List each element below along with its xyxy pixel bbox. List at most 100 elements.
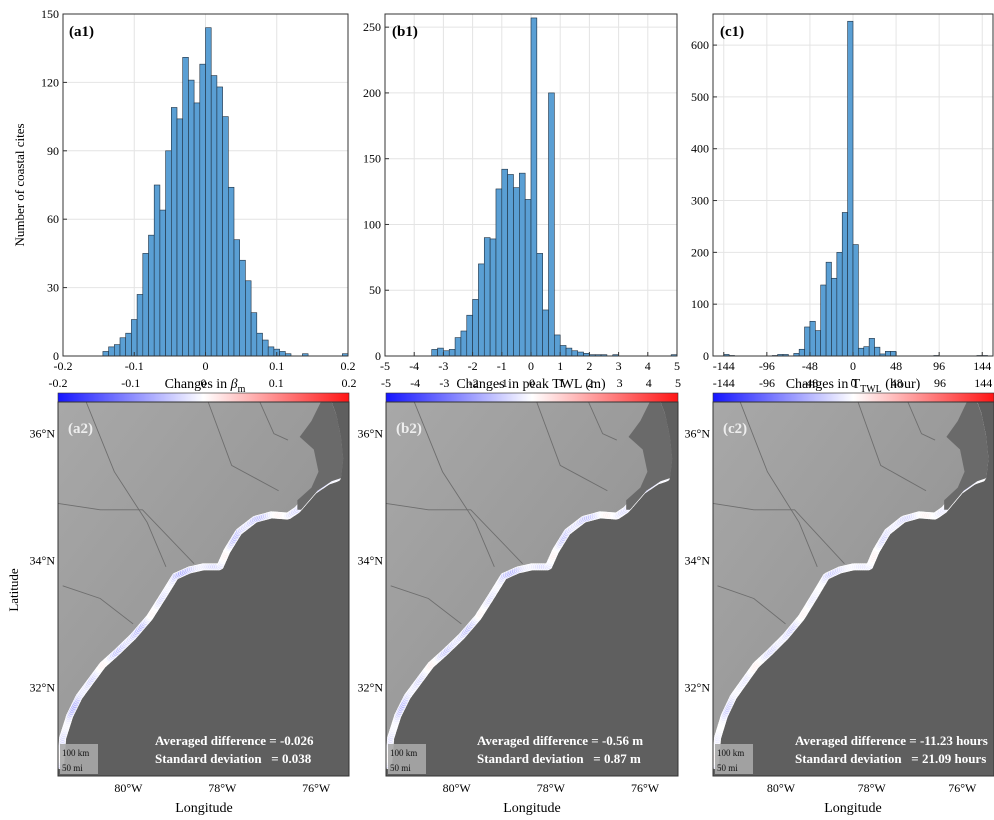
colorbar-tick-label: -96 [759, 376, 775, 390]
colorbar-tick-label: -48 [802, 376, 818, 390]
histogram-bar [188, 79, 195, 357]
y-tick-label: 200 [363, 86, 381, 100]
map-panel-a2 [58, 402, 349, 776]
x-tick-label: -2 [468, 359, 478, 373]
colorbar-tick-label: -144 [713, 376, 735, 390]
colorbar-tick-label: 3 [617, 376, 623, 390]
lon-tick-label: 76°W [631, 781, 660, 795]
histogram-bar [119, 337, 126, 357]
x-tick-label: 2 [586, 359, 592, 373]
x-tick-label: 1 [557, 359, 563, 373]
histogram-bar [216, 86, 223, 357]
histogram-bar [153, 184, 161, 357]
x-tick-label: 48 [890, 359, 902, 373]
map-boundary-line [386, 502, 523, 564]
map-frame-a [57, 401, 350, 777]
y-tick-label: 120 [41, 75, 59, 89]
y-tick-label: 30 [47, 281, 59, 295]
histogram-bar [868, 338, 875, 357]
histogram-bar [193, 102, 201, 357]
colorbar-tick-label: 0.2 [342, 376, 357, 390]
colorbar-tick-label: 2 [587, 376, 593, 390]
x-tick-label: 0 [850, 359, 856, 373]
map-panel-c2 [713, 402, 994, 776]
colorbar-tick-labels: -0.2 -0.1 0 0.1 0.2 [49, 376, 357, 390]
y-tick-label: 150 [41, 7, 59, 21]
x-axis-label: Changes in βm [165, 377, 246, 395]
map-sound-water [297, 402, 344, 510]
y-tick-labels: 0 100 200 300 400 500 600 [691, 38, 717, 363]
histogram-bar [222, 116, 229, 357]
map-boundary-line [907, 402, 936, 441]
histogram-bar [239, 259, 246, 357]
colorbar-tick-label: 96 [934, 376, 946, 390]
histogram-bar [804, 326, 811, 357]
map-x-axis-label-a: Longitude [175, 801, 233, 816]
lon-tick-label: 78°W [858, 781, 887, 795]
scale-bar-a: 100 km 50 mi [60, 744, 98, 774]
avg-diff-b: Averaged difference = -0.56 m [477, 733, 643, 748]
histogram-bar [489, 238, 497, 357]
colorbar-tick-label: -0.1 [121, 376, 140, 390]
histogram-bar [841, 212, 848, 357]
x-tick-labels: -144 -96 -48 0 48 96 144 [713, 352, 991, 373]
map-boundary-line [207, 402, 279, 492]
histogram-bar [267, 346, 275, 357]
histogram-bar [809, 320, 816, 357]
map-y-axis-label: Latitude [6, 568, 21, 612]
x-tick-label: -5 [380, 359, 390, 373]
map-boundary-line [739, 402, 818, 567]
x-tick-label: 4 [645, 359, 651, 373]
histogram-bar [437, 347, 444, 357]
histogram-bar [448, 349, 456, 357]
map-tick-labels: 36°N 34°N 32°N 80°W 78°W 76°W 36°N 34°N 32°N 80°W… [30, 427, 977, 795]
scale-mi: 50 mi [717, 763, 738, 773]
lon-tick-label: 76°W [948, 781, 977, 795]
map-boundary-line [713, 502, 845, 564]
scale-km: 100 km [717, 748, 744, 758]
histogram-bar [148, 234, 155, 357]
colorbar-tick-label: 48 [891, 376, 903, 390]
histogram-bar [478, 263, 485, 357]
map-frame-c [712, 401, 994, 777]
panel-label-a2: (a2) [68, 421, 93, 437]
panel-label-b1: (b1) [392, 24, 418, 40]
histogram-bar [548, 92, 555, 357]
x-axis-label: Changes in peak TWL (m) [456, 377, 606, 392]
map-boundary-line [85, 402, 167, 567]
histogram-bar [825, 261, 832, 357]
x-tick-label: 96 [933, 359, 945, 373]
histogram-bar [182, 57, 189, 357]
map-rivers [713, 402, 936, 625]
lon-tick-label: 80°W [114, 781, 143, 795]
histogram-bar [171, 107, 178, 357]
histogram-bar [108, 346, 115, 357]
histogram-bar [847, 20, 854, 357]
y-tick-label: 400 [691, 142, 709, 156]
histogram-bar [176, 118, 183, 357]
colorbar-tick-label: 5 [675, 376, 681, 390]
histogram-bar [513, 187, 520, 357]
y-tick-label: 500 [691, 90, 709, 104]
y-tick-label: 60 [47, 212, 59, 226]
histogram-bar [159, 209, 166, 357]
x-tick-label: 0.1 [269, 359, 284, 373]
histogram-bar [565, 347, 573, 357]
lat-tick-label: 36°N [30, 427, 56, 441]
map-boundary-line [536, 402, 608, 492]
y-tick-label: 200 [691, 245, 709, 259]
colorbar-c: -144 -96 -48 0 48 96 144 [712, 376, 994, 403]
lat-tick-label: 34°N [685, 553, 711, 567]
y-tick-label: 0 [53, 349, 59, 363]
histogram-bar [852, 244, 859, 357]
colorbar-tick-label: -0.2 [49, 376, 68, 390]
map-boundary-line [413, 402, 495, 567]
histogram-bar [199, 63, 206, 357]
lon-tick-label: 76°W [302, 781, 331, 795]
histogram-bar [165, 150, 172, 357]
histogram-bar [472, 299, 479, 357]
scale-mi: 50 mi [390, 763, 411, 773]
lon-tick-label: 80°W [443, 781, 472, 795]
histogram-bar [466, 314, 473, 357]
x-tick-label: -1 [497, 359, 507, 373]
